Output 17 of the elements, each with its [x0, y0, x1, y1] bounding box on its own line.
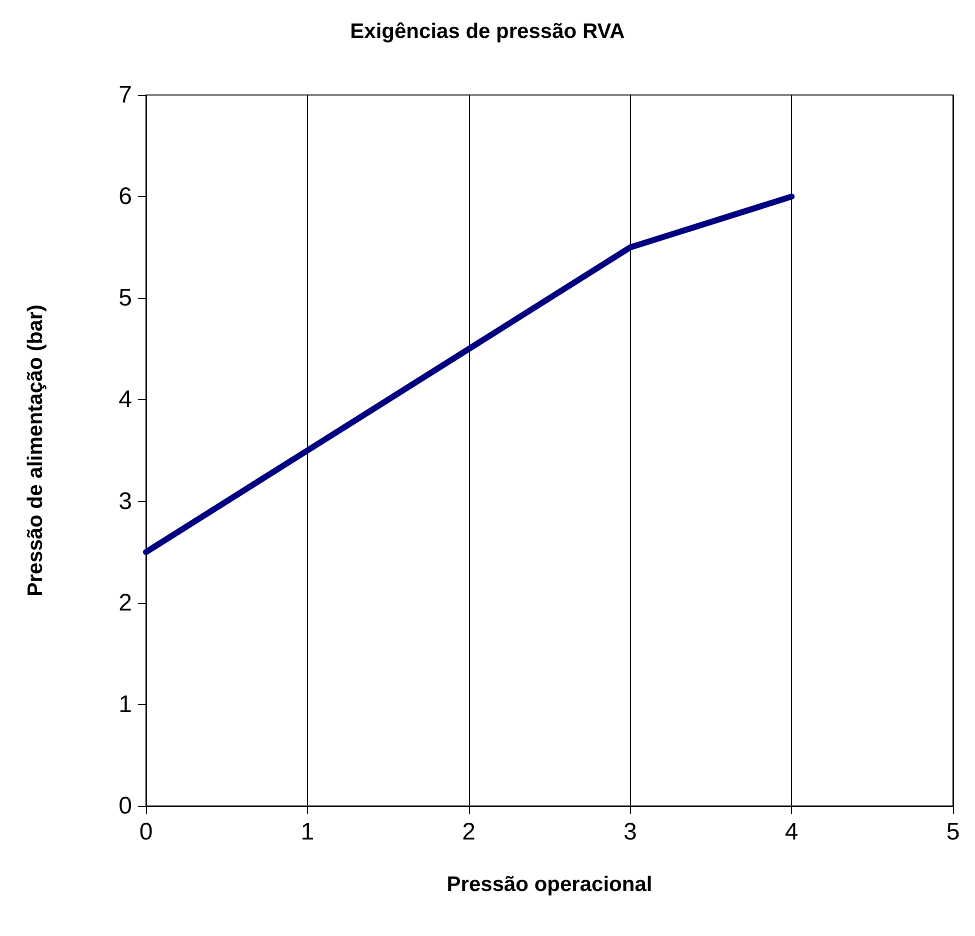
y-tick-label: 3 [118, 488, 132, 515]
chart-title: Exigências de pressão RVA [350, 20, 625, 43]
y-tick-label: 1 [118, 690, 132, 718]
x-tick-label: 1 [300, 818, 314, 846]
y-tick-label: 7 [118, 82, 132, 108]
y-tick-label: 6 [118, 183, 132, 210]
y-tick-label: 0 [118, 792, 132, 820]
x-tick-label: 2 [462, 818, 476, 846]
y-tick-label: 4 [118, 386, 132, 414]
x-tick-label: 3 [624, 818, 637, 846]
x-tick-label: 0 [139, 818, 153, 846]
y-tick-label: 5 [118, 284, 132, 312]
y-axis-title: Pressão de alimentação (bar) [24, 304, 47, 596]
x-axis-title: Pressão operacional [446, 873, 652, 896]
x-tick-label: 4 [784, 818, 798, 846]
y-tick-label: 2 [118, 589, 132, 616]
x-tick-label: 5 [946, 818, 960, 846]
